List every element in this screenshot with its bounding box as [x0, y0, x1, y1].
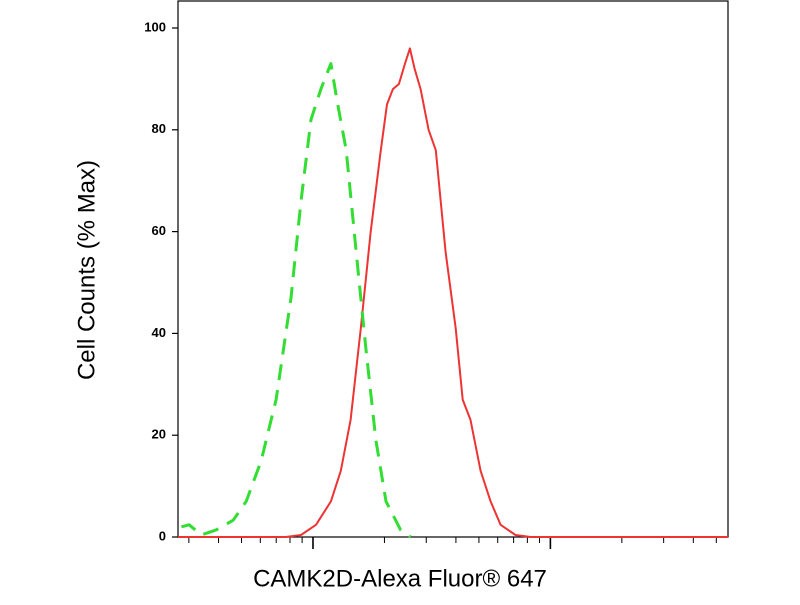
y-tick-label: 80 — [152, 121, 166, 136]
y-tick-label: 20 — [152, 427, 166, 442]
y-axis-label: Cell Counts (% Max) — [73, 160, 100, 380]
histogram-line — [181, 62, 412, 539]
y-tick-label: 60 — [152, 223, 166, 238]
histogram-line — [178, 47, 728, 538]
y-tick-label: 40 — [152, 325, 166, 340]
y-tick-label: 0 — [159, 528, 166, 543]
x-axis-label: CAMK2D-Alexa Fluor® 647 — [253, 565, 547, 592]
y-tick-label: 100 — [144, 19, 166, 34]
plot-frame — [177, 0, 729, 538]
